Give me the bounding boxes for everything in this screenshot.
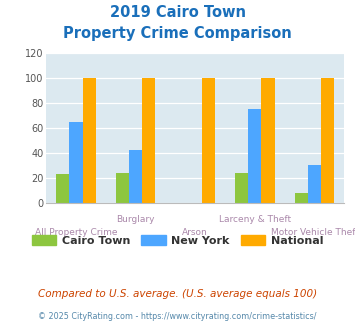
Bar [142,78,155,203]
Legend: Cairo Town, New York, National: Cairo Town, New York, National [27,231,328,250]
Bar [116,173,129,203]
Bar [321,78,334,203]
Text: Burglary: Burglary [116,214,155,223]
Bar [235,173,248,203]
Text: Arson: Arson [182,228,208,237]
Text: Property Crime Comparison: Property Crime Comparison [63,26,292,41]
Bar [261,78,274,203]
Text: © 2025 CityRating.com - https://www.cityrating.com/crime-statistics/: © 2025 CityRating.com - https://www.city… [38,312,317,321]
Bar [202,78,215,203]
Bar [129,150,142,203]
Bar [308,165,321,203]
Bar [82,78,95,203]
Bar [295,193,308,203]
Text: 2019 Cairo Town: 2019 Cairo Town [109,5,246,20]
Bar [70,122,82,203]
Text: All Property Crime: All Property Crime [35,228,117,237]
Bar [56,174,70,203]
Bar [248,109,261,203]
Text: Motor Vehicle Theft: Motor Vehicle Theft [271,228,355,237]
Text: Compared to U.S. average. (U.S. average equals 100): Compared to U.S. average. (U.S. average … [38,289,317,299]
Text: Larceny & Theft: Larceny & Theft [219,214,291,223]
